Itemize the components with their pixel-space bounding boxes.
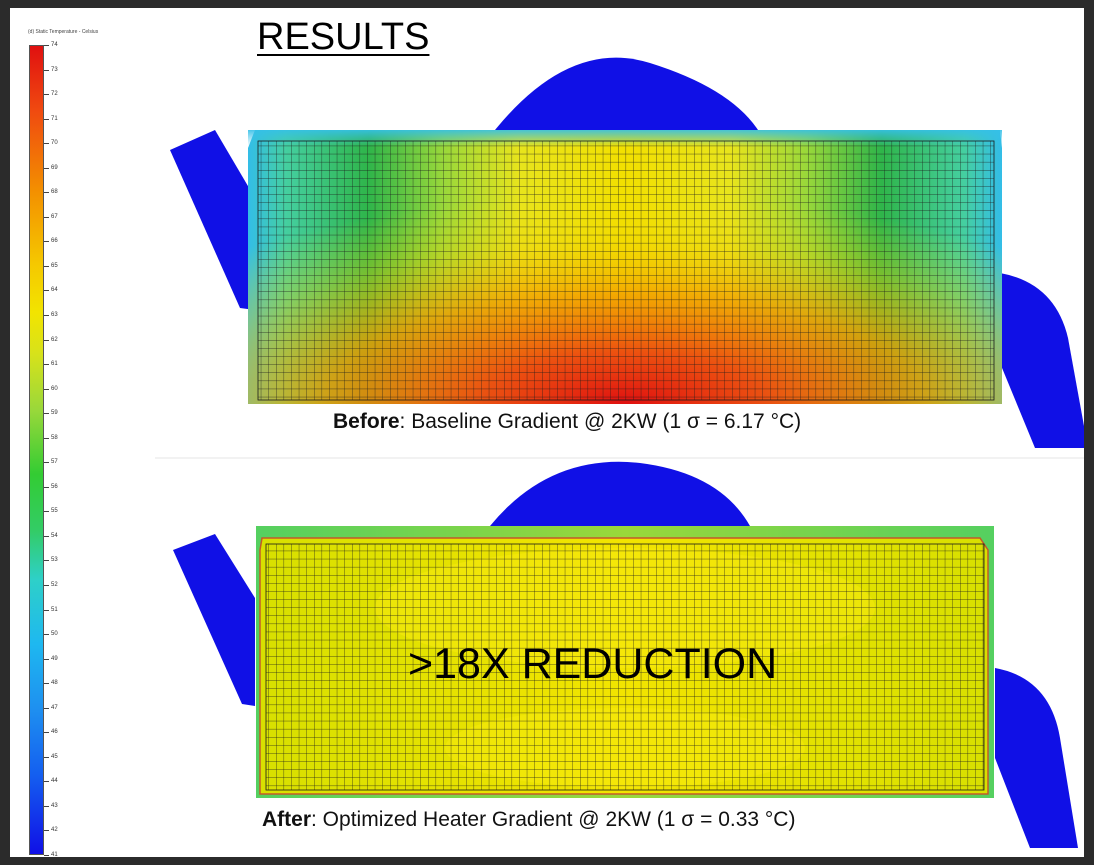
legend-tick-label: 69 xyxy=(51,164,58,171)
legend-tick-label: 55 xyxy=(51,508,58,515)
legend-tick xyxy=(44,167,49,169)
results-slide: (d) Static Temperature - Celsius 74 73 72 7… xyxy=(10,8,1084,857)
legend-tick xyxy=(44,830,49,832)
before-text: : Baseline Gradient @ 2KW (1 σ = 6.17 °C… xyxy=(399,410,802,433)
after-text: : Optimized Heater Gradient @ 2KW (1 σ =… xyxy=(311,808,796,831)
after-label: After xyxy=(262,808,312,831)
after-top-dome xyxy=(490,461,750,526)
legend-tick-label: 68 xyxy=(51,189,58,196)
legend-tick xyxy=(44,315,49,316)
legend-tick-label: 43 xyxy=(51,802,58,809)
legend-tick-label: 56 xyxy=(51,483,58,490)
legend-tick-label: 66 xyxy=(51,238,58,245)
legend-tick-label: 64 xyxy=(51,287,58,294)
after-right-pipe xyxy=(995,668,1078,848)
after-model xyxy=(173,461,1078,848)
legend-tick-label: 47 xyxy=(51,704,58,711)
legend-tick-label: 53 xyxy=(51,557,58,564)
legend-tick xyxy=(44,339,49,341)
legend-tick xyxy=(44,683,49,685)
legend-tick xyxy=(44,192,49,194)
legend-tick-label: 67 xyxy=(51,213,58,220)
legend-tick xyxy=(44,511,49,513)
legend-tick xyxy=(44,781,49,783)
legend-tick-label: 49 xyxy=(51,655,58,662)
page-title: RESULTS xyxy=(257,16,430,58)
before-mesh xyxy=(257,140,995,401)
legend-tick xyxy=(44,118,49,120)
before-label: Before xyxy=(333,410,400,433)
legend-tick-label: 65 xyxy=(51,262,58,269)
legend-tick-label: 48 xyxy=(51,680,58,687)
legend-tick xyxy=(44,535,49,537)
before-model xyxy=(170,57,1084,448)
legend-tick-label: 52 xyxy=(51,582,58,588)
after-mesh xyxy=(265,543,985,791)
before-left-pipe xyxy=(170,130,255,310)
legend-tick-label: 59 xyxy=(51,410,58,417)
after-caption: After: Optimized Heater Gradient @ 2KW (… xyxy=(262,808,795,832)
legend-tick-label: 57 xyxy=(51,459,58,466)
legend-tick xyxy=(44,94,49,96)
temperature-color-legend: (d) Static Temperature - Celsius 74 73 72 7… xyxy=(24,28,154,857)
legend-tick-label: 51 xyxy=(51,606,58,613)
legend-tick xyxy=(44,805,49,807)
legend-tick-label: 44 xyxy=(51,778,58,785)
legend-tick-label: 71 xyxy=(51,115,58,122)
legend-title: (d) Static Temperature - Celsius xyxy=(28,29,99,35)
legend-tick xyxy=(44,69,49,71)
legend-tick xyxy=(44,290,49,292)
legend-tick-label: 42 xyxy=(51,827,58,834)
before-top-dome xyxy=(495,57,758,130)
legend-tick xyxy=(44,658,49,660)
legend-tick xyxy=(44,609,49,611)
before-right-pipe xyxy=(1000,273,1084,448)
legend-tick xyxy=(44,265,49,267)
legend-tick-label: 70 xyxy=(51,140,58,147)
legend-tick-label: 50 xyxy=(51,631,58,638)
legend-tick xyxy=(44,585,49,586)
legend-tick-label: 72 xyxy=(51,91,58,98)
legend-tick-label: 45 xyxy=(51,753,58,760)
legend-tick-label: 60 xyxy=(51,385,58,392)
legend-tick xyxy=(44,462,49,464)
legend-tick xyxy=(44,560,49,562)
legend-tick-label: 62 xyxy=(51,336,58,343)
legend-tick-label: 46 xyxy=(51,729,58,736)
legend-color-bar xyxy=(29,45,44,855)
legend-tick xyxy=(44,707,49,709)
legend-tick xyxy=(44,634,49,636)
legend-tick-label: 61 xyxy=(51,361,58,368)
after-left-pipe xyxy=(173,534,255,706)
simulation-graphic xyxy=(155,57,1084,848)
legend-tick xyxy=(44,486,49,488)
legend-tick xyxy=(44,216,49,218)
legend-tick xyxy=(44,413,49,415)
legend-tick xyxy=(44,756,49,758)
legend-tick xyxy=(44,143,49,145)
legend-tick-label: 74 xyxy=(51,42,58,48)
legend-tick-label: 58 xyxy=(51,434,58,441)
legend-tick-label: 41 xyxy=(51,852,58,857)
legend-tick xyxy=(44,437,49,439)
legend-tick-label: 73 xyxy=(51,66,58,73)
reduction-overlay-text: >18X REDUCTION xyxy=(408,640,778,688)
before-caption: Before: Baseline Gradient @ 2KW (1 σ = 6… xyxy=(333,410,801,434)
legend-tick xyxy=(44,364,49,366)
legend-tick-label: 63 xyxy=(51,312,58,318)
legend-tick xyxy=(44,855,49,856)
legend-tick xyxy=(44,388,49,390)
legend-tick xyxy=(44,45,49,46)
legend-tick xyxy=(44,241,49,243)
legend-tick-label: 54 xyxy=(51,532,58,539)
legend-tick xyxy=(44,732,49,734)
